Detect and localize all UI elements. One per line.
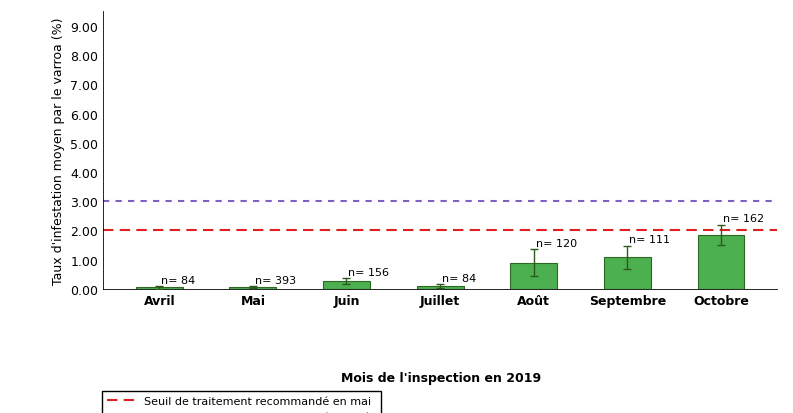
Legend: Seuil de traitement recommandé en mai, Seuil de traitement recommandé en août: Seuil de traitement recommandé en mai, S… — [102, 391, 381, 413]
Text: n= 120: n= 120 — [535, 239, 577, 249]
Text: n= 84: n= 84 — [161, 275, 195, 285]
Bar — [416, 287, 464, 289]
Bar — [511, 263, 557, 289]
Text: n= 393: n= 393 — [255, 275, 296, 285]
Text: n= 156: n= 156 — [348, 267, 389, 277]
Y-axis label: Taux d'infestation moyen par le varroa (%): Taux d'infestation moyen par le varroa (… — [52, 17, 65, 284]
Text: n= 162: n= 162 — [723, 214, 764, 224]
Bar — [604, 258, 651, 289]
Bar — [136, 287, 182, 289]
Text: Mois de l'inspection en 2019: Mois de l'inspection en 2019 — [341, 371, 541, 385]
Bar — [698, 235, 745, 289]
Text: n= 111: n= 111 — [629, 235, 670, 245]
Bar — [229, 287, 276, 289]
Bar — [323, 281, 370, 289]
Text: n= 84: n= 84 — [442, 273, 477, 284]
